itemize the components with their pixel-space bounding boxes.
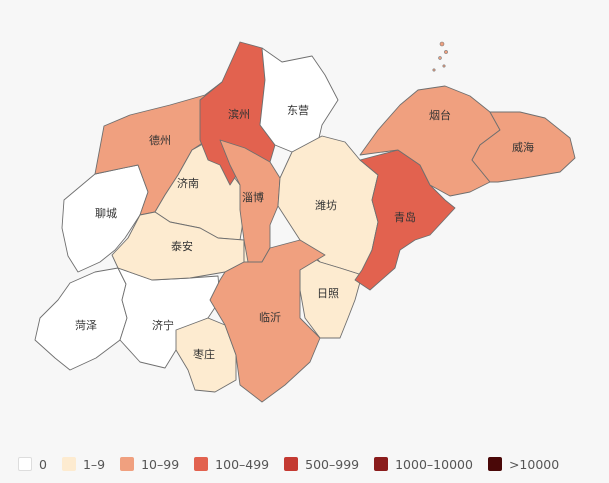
region-label-taian: 泰安 [171,239,193,253]
legend-item[interactable]: 500–999 [284,457,359,472]
region-label-dezhou: 德州 [149,133,171,147]
legend-swatch [18,457,32,471]
legend-item[interactable]: 1000–10000 [374,457,473,472]
region-label-linyi: 临沂 [259,310,281,324]
legend-item[interactable]: 0 [18,457,47,472]
region-label-qingdao: 青岛 [394,210,416,224]
region-rizhao[interactable] [299,249,363,339]
legend-swatch [120,457,135,471]
region-label-jining: 济宁 [152,318,174,332]
region-linyi[interactable] [209,239,326,403]
legend-swatch [61,457,76,471]
region-taian[interactable] [111,211,245,281]
legend-label: 1–9 [82,456,106,472]
region-label-rizhao: 日照 [317,287,339,300]
region-label-zibo: 淄博 [242,191,264,204]
region-label-binzhou: 滨州 [228,107,250,121]
region-label-liaocheng: 聊城 [95,206,117,220]
legend-label: 100–499 [215,456,270,472]
legend-label: 500–999 [305,456,360,472]
legend-label: 0 [39,456,47,472]
legend-item[interactable]: 100–499 [194,457,269,472]
legend-item[interactable]: 1–9 [61,456,106,472]
legend-swatch [487,457,502,471]
region-dongying[interactable] [259,47,339,153]
island-dots [432,41,448,72]
legend-swatch [374,457,389,471]
region-label-heze: 菏泽 [75,319,97,332]
legend-item[interactable]: >10000 [487,456,560,472]
legend-label: 10–99 [141,456,180,472]
region-label-weihai: 威海 [512,140,534,154]
region-label-jinan: 济南 [177,176,199,190]
legend-label: >10000 [508,456,560,472]
region-label-weifang: 潍坊 [315,198,337,212]
legend-label: 1000–10000 [395,456,473,472]
region-weihai[interactable] [471,111,576,183]
legend-swatch [194,457,209,471]
legend-item[interactable]: 10–99 [120,457,179,472]
legend-swatch [284,457,299,471]
region-label-zaozhuang: 枣庄 [193,347,215,361]
region-label-yantai: 烟台 [429,108,451,122]
region-label-dongying: 东营 [287,103,309,117]
region-zaozhuang[interactable] [175,317,237,393]
legend: 0 1–9 10–99 100–499 500–999 1000–10000 >10000 [18,455,574,473]
